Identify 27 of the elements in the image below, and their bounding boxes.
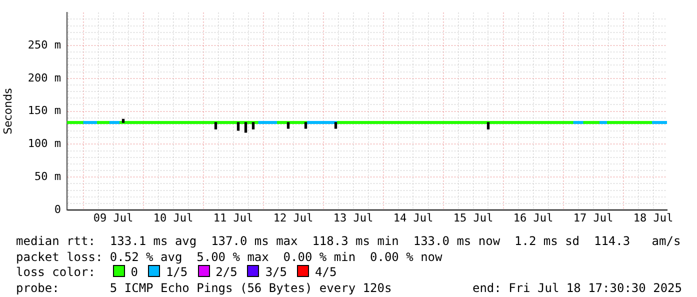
legend-title: loss color: (16, 265, 96, 279)
legend-label: 3/5 (265, 265, 287, 279)
y-tick-label: 0 (54, 202, 61, 216)
text: packet loss: 0.52 % avg 5.00 % max 0.00 % min 0.00 % now (16, 250, 444, 265)
text: median rtt: 133.1 ms avg 137.0 ms max 118.3 ms min 133.0 ms now 1.2 ms sd 114.3 am/s (16, 234, 682, 250)
y-tick-label: 100 m (28, 137, 62, 150)
x-tick-label: 10 Jul (153, 211, 194, 224)
x-tick-label: 13 Jul (333, 211, 374, 224)
y-axis-title: Seconds (1, 88, 14, 134)
y-tick-label: 50 m (34, 170, 62, 183)
legend-label: 1/5 (166, 265, 188, 279)
x-tick-label: 11 Jul (213, 211, 254, 224)
x-tick-label: 12 Jul (273, 211, 314, 224)
x-tick-label: 14 Jul (393, 211, 434, 224)
y-tick-label: 150 m (28, 104, 62, 118)
text: end: Fri Jul 18 17:30:30 2025 (472, 280, 682, 296)
x-tick-label: 09 Jul (93, 211, 134, 224)
x-tick-label: 18 Jul (633, 211, 674, 224)
legend-label: 4/5 (315, 265, 337, 279)
y-tick-label: 200 m (28, 71, 62, 84)
x-tick-label: 16 Jul (513, 211, 554, 224)
x-tick-label: 15 Jul (453, 211, 494, 224)
legend-label: 2/5 (216, 265, 238, 279)
legend-label: 0 (130, 265, 138, 279)
y-tick-label: 250 m (28, 38, 62, 52)
text: probe: 5 ICMP Echo Pings (56 Bytes) every 120s (16, 280, 392, 294)
x-tick-label: 17 Jul (573, 211, 614, 224)
